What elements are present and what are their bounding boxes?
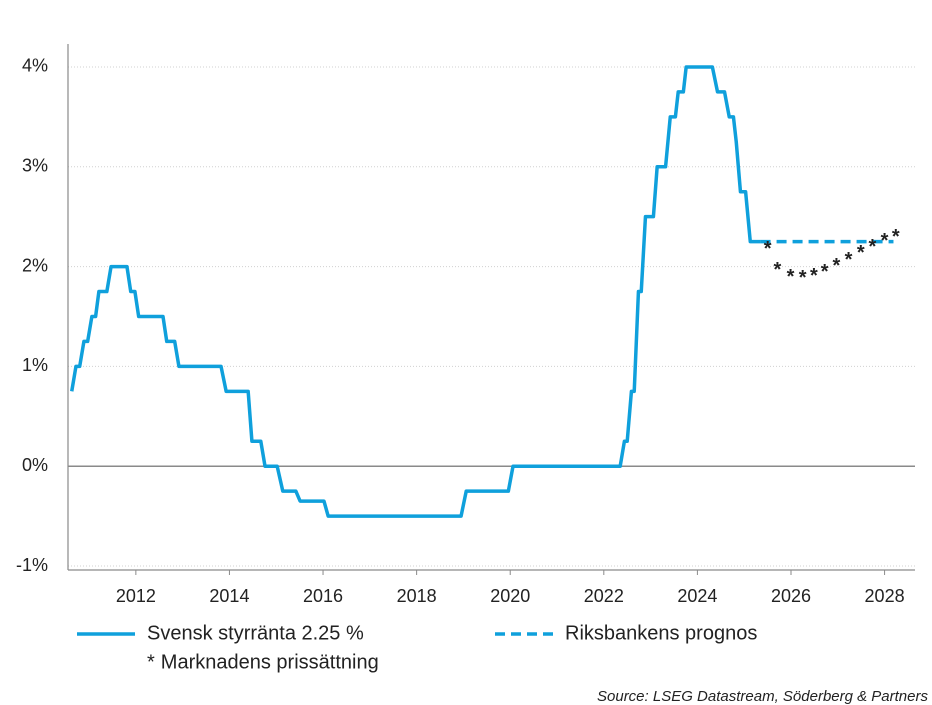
legend-label: Marknadens prissättning [161,651,379,673]
marker: * [832,255,840,277]
x-tick-label: 2018 [397,586,437,606]
series-line [70,65,761,518]
x-tick-label: 2026 [771,586,811,606]
marker: * [764,238,772,260]
x-tick-label: 2016 [303,586,343,606]
x-tick-label: 2020 [490,586,530,606]
y-tick-label: -1% [16,555,48,575]
marker: * [799,267,807,289]
y-tick-label: 1% [22,355,48,375]
x-tick-label: 2024 [677,586,717,606]
marker: * [787,266,795,288]
x-tick-label: 2028 [865,586,905,606]
y-tick-label: 0% [22,455,48,475]
marker: * [857,242,865,264]
marker: * [881,230,889,252]
x-tick-label: 2022 [584,586,624,606]
x-tick-label: 2014 [209,586,249,606]
legend-label: Svensk styrränta 2.25 % [147,622,364,644]
y-tick-label: 2% [22,255,48,275]
source: Source: LSEG Datastream, Söderberg & Par… [597,688,928,705]
legend-label: Riksbankens prognos [565,622,757,644]
marker: * [821,261,829,283]
y-tick-label: 3% [22,156,48,176]
marker: * [845,249,853,271]
marker: * [810,265,818,287]
legend-marker: * [147,651,155,673]
marker: * [774,259,782,281]
y-tick-label: 4% [22,56,48,76]
marker: * [869,236,877,258]
x-tick-label: 2012 [116,586,156,606]
marker: * [892,226,900,248]
